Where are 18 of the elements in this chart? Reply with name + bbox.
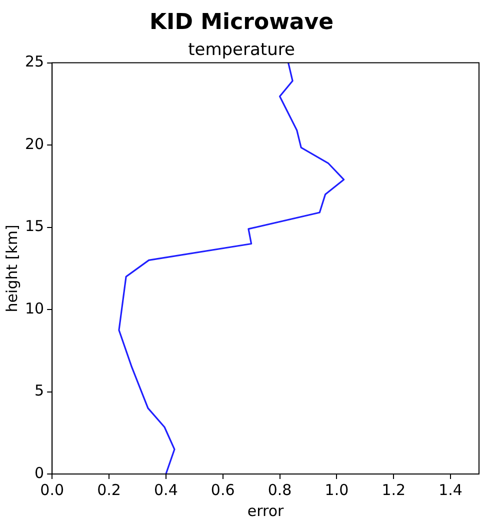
chart-subtitle: temperature (188, 40, 295, 60)
x-tick-label: 0.8 (268, 480, 292, 499)
y-tick-label: 5 (34, 382, 44, 400)
x-tick-label: 0.0 (40, 480, 64, 499)
x-axis-title: error (247, 502, 285, 520)
x-tick-label: 0.4 (154, 480, 178, 499)
y-tick-label: 10 (24, 299, 44, 318)
y-axis-title: height [km] (2, 224, 21, 312)
x-tick-label: 0.6 (210, 480, 235, 499)
x-tick-label: 1.4 (438, 480, 462, 499)
y-tick-label: 25 (24, 52, 44, 71)
y-tick-label: 20 (24, 134, 44, 153)
x-tick-label: 1.2 (382, 480, 406, 499)
y-tick-label: 0 (34, 464, 44, 482)
y-tick-label: 15 (24, 217, 44, 236)
x-tick-label: 1.0 (324, 480, 349, 499)
x-tick-label: 0.2 (97, 480, 121, 499)
chart-title: KID Microwave (149, 10, 334, 35)
